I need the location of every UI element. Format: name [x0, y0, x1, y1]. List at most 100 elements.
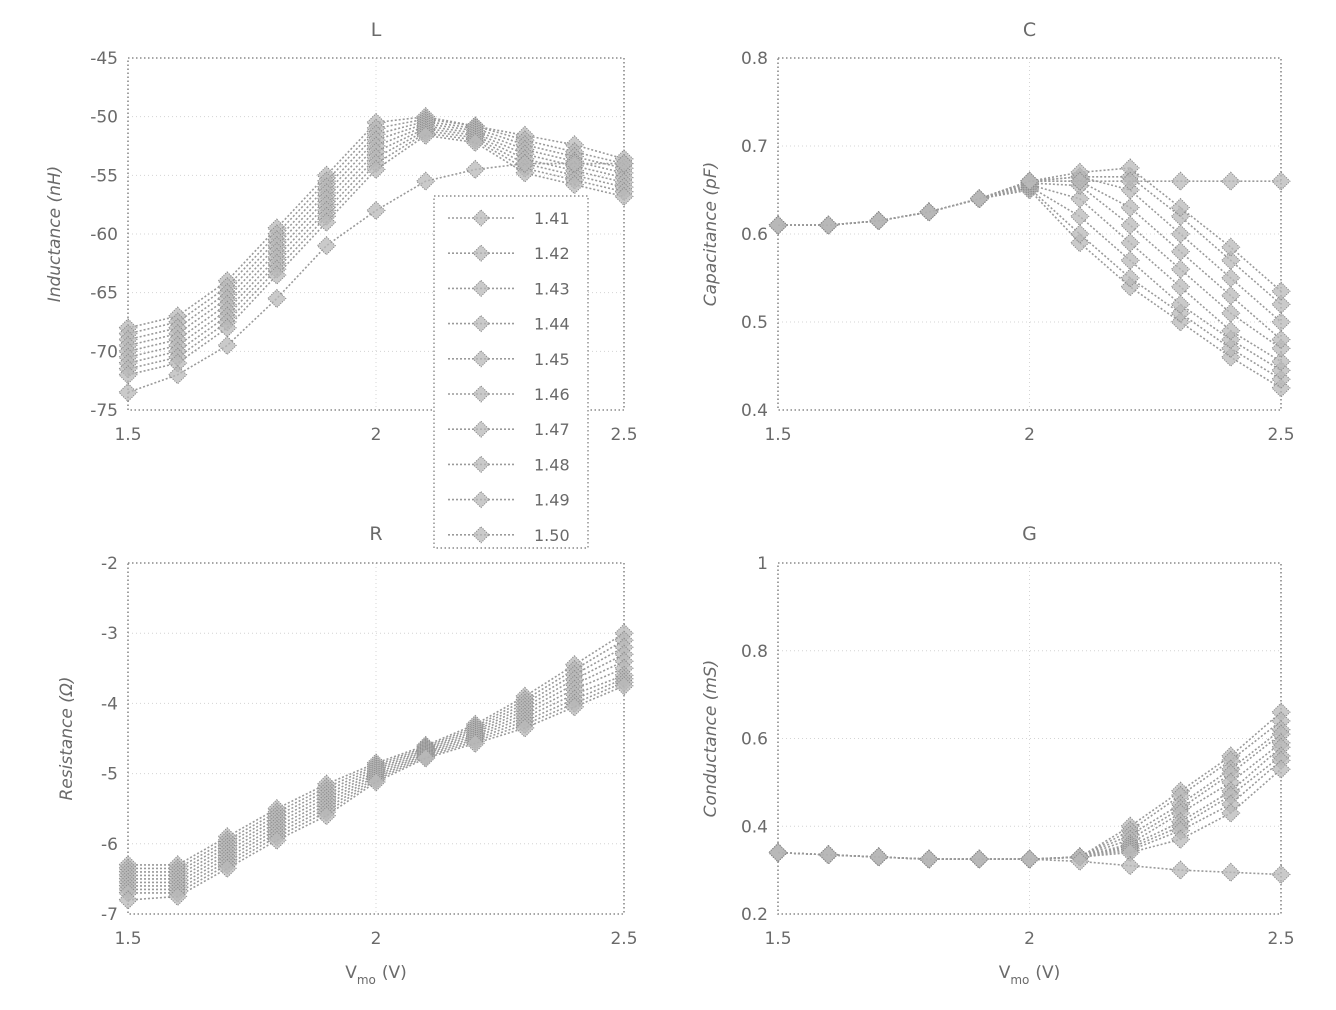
- y-tick-label: -55: [90, 166, 118, 186]
- data-point: [415, 171, 436, 191]
- data-point: [1070, 224, 1090, 244]
- series-1.50: [118, 676, 634, 910]
- data-point: [267, 265, 287, 285]
- y-tick-label: -5: [101, 765, 118, 785]
- plot-frame: [127, 57, 625, 411]
- series-line: [778, 180, 1282, 341]
- series-line: [778, 182, 1282, 350]
- data-point: [217, 335, 237, 356]
- y-tick-label: -2: [101, 554, 118, 574]
- legend-marker: [472, 350, 490, 368]
- x-tick-label: 1.5: [764, 425, 791, 445]
- y-tick-label: 0.4: [741, 817, 768, 837]
- plot-frame: [127, 562, 625, 915]
- legend-label: 1.47: [534, 420, 570, 439]
- legend-marker: [472, 490, 490, 509]
- legend-marker: [472, 209, 490, 227]
- legend-marker: [472, 314, 490, 333]
- data-point: [818, 215, 839, 235]
- x-axis-label: Vmo (V): [999, 963, 1061, 987]
- y-tick-label: -6: [101, 835, 118, 855]
- data-point: [1120, 842, 1140, 863]
- panel-l: L 1.5 2 2.5 -45 -50 -55 -60 -65 -70 -75 Inductance …: [45, 19, 638, 445]
- data-point: [564, 153, 585, 174]
- x-axis-label-subscript: mo: [357, 973, 376, 987]
- series-line: [778, 185, 1282, 372]
- data-point: [1120, 250, 1140, 271]
- data-point: [1170, 171, 1191, 191]
- y-tick-label: -60: [90, 225, 118, 245]
- data-point: [118, 890, 138, 910]
- data-point: [614, 676, 634, 696]
- data-point: [1120, 233, 1140, 253]
- series-1.45: [768, 173, 1291, 359]
- panel-title: G: [1022, 523, 1037, 545]
- data-point: [167, 365, 188, 385]
- series-line: [777, 746, 1282, 861]
- data-point: [1220, 862, 1241, 883]
- legend-entry: 1.46: [448, 385, 570, 404]
- data-point: [868, 847, 889, 867]
- x-tick-label: 1.5: [764, 929, 791, 949]
- data-point: [1120, 197, 1140, 218]
- y-tick-label: 0.4: [741, 401, 768, 421]
- data-point: [1271, 351, 1291, 372]
- data-point: [167, 886, 188, 907]
- data-point: [1070, 851, 1090, 872]
- legend-entry: 1.50: [448, 526, 570, 545]
- panel-title: L: [371, 19, 382, 41]
- data-point: [1170, 829, 1191, 850]
- x-axis-label-subscript: mo: [1010, 973, 1029, 987]
- data-point: [366, 772, 386, 792]
- legend-marker: [472, 420, 490, 438]
- legend-entry: 1.48: [448, 455, 570, 474]
- data-point: [1271, 759, 1291, 779]
- x-tick-label: 1.5: [114, 929, 141, 949]
- y-tick-label: -45: [90, 49, 118, 69]
- data-point: [564, 175, 585, 195]
- series-1.44: [768, 724, 1291, 869]
- series-1.41: [768, 180, 1291, 398]
- data-point: [217, 318, 237, 338]
- panel-title: R: [369, 523, 382, 545]
- series-1.44: [768, 175, 1291, 372]
- data-point: [1220, 285, 1241, 306]
- legend-marker: [472, 279, 490, 298]
- data-point: [1170, 197, 1191, 218]
- data-point: [316, 806, 337, 826]
- data-point: [1019, 849, 1040, 869]
- series-line: [777, 742, 1282, 861]
- y-tick-label: -50: [90, 108, 118, 128]
- series-1.50: [768, 171, 1291, 235]
- data-point: [1170, 277, 1191, 297]
- data-point: [1070, 206, 1090, 227]
- data-point: [267, 830, 287, 850]
- x-tick-label: 2: [1024, 929, 1035, 949]
- data-point: [217, 858, 237, 879]
- series-line: [777, 711, 1282, 861]
- y-axis-label: Inductance (nH): [45, 166, 65, 303]
- data-point: [868, 211, 889, 231]
- data-point: [1120, 171, 1140, 191]
- legend-marker: [472, 244, 490, 262]
- data-point: [1120, 856, 1140, 876]
- data-point: [1220, 321, 1241, 341]
- series-line: [777, 768, 1282, 861]
- data-point: [1070, 171, 1090, 191]
- data-point: [969, 849, 989, 869]
- y-axis-label: Resistance (Ω): [57, 676, 77, 800]
- data-point: [919, 849, 939, 869]
- data-point: [564, 697, 585, 717]
- legend-label: 1.44: [534, 315, 570, 334]
- x-tick-label: 1.5: [114, 425, 141, 445]
- y-tick-label: -65: [90, 284, 118, 304]
- series-line: [778, 189, 1282, 389]
- legend-label: 1.46: [534, 385, 570, 404]
- legend-entry: 1.47: [448, 420, 570, 439]
- data-point: [1220, 171, 1241, 191]
- data-point: [614, 153, 634, 174]
- data-point: [316, 236, 337, 256]
- data-point: [1170, 224, 1191, 244]
- x-axis-label-unit: (V): [382, 963, 407, 983]
